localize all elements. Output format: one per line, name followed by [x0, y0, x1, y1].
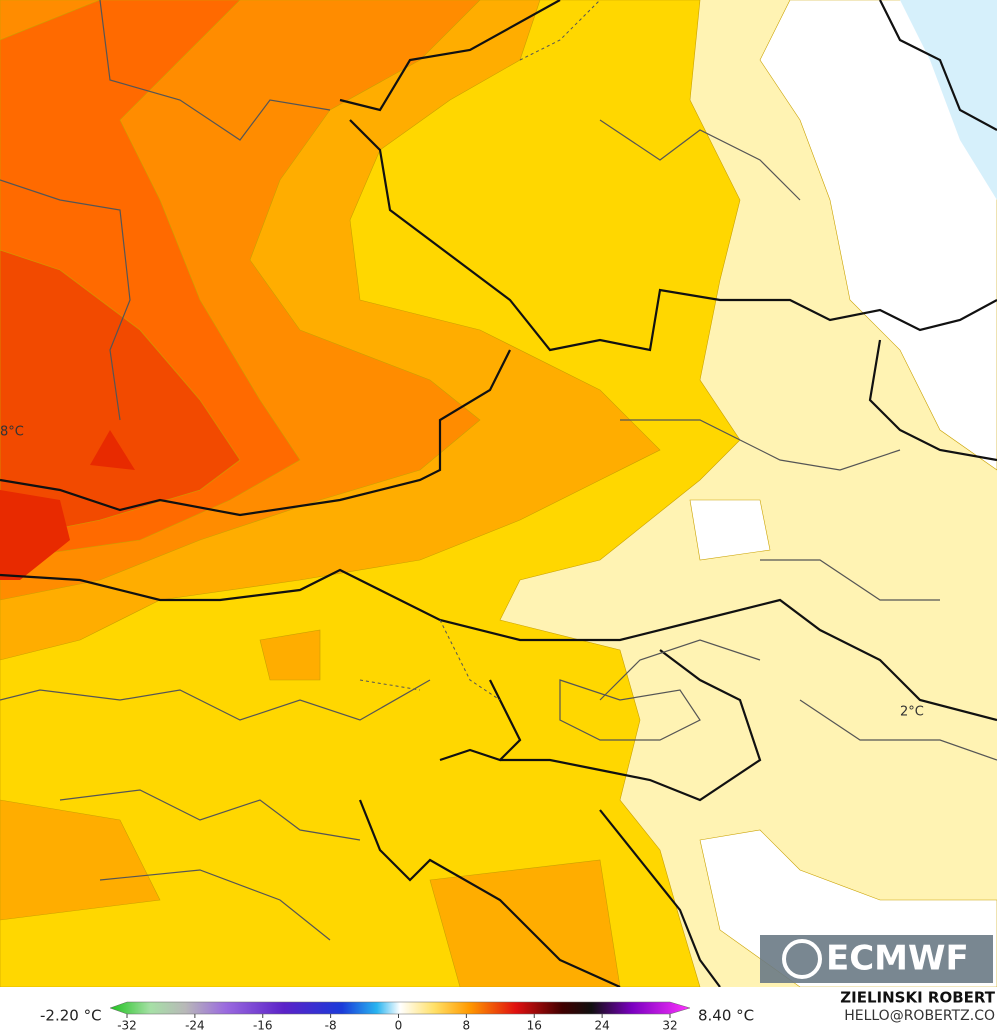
email: HELLO@ROBERTZ.CO — [844, 1008, 995, 1024]
colorbar-tick-label: -32 — [117, 1019, 137, 1033]
logo-text: ECMWF — [826, 939, 969, 979]
min-value: -2.20 °C — [40, 1007, 102, 1025]
temperature-label: 2°C — [900, 705, 924, 720]
author: ZIELINSKI ROBERT — [840, 989, 995, 1007]
colorbar-tick-label: 0 — [395, 1019, 403, 1033]
temperature-field — [0, 0, 997, 988]
colorbar — [109, 1001, 691, 1015]
max-value: 8.40 °C — [698, 1007, 754, 1025]
colorbar-tick-label: 24 — [594, 1019, 609, 1033]
boundaries — [0, 0, 997, 989]
colorbar-tick-label: -16 — [253, 1019, 273, 1033]
colorbar-tick-label: -24 — [185, 1019, 205, 1033]
temperature-label: 8°C — [0, 425, 24, 440]
logo: ECMWF — [760, 935, 993, 983]
colorbar-tick-label: 8 — [463, 1019, 471, 1033]
colorbar-tick-label: 32 — [662, 1019, 677, 1033]
colorbar-tick-label: 16 — [527, 1019, 542, 1033]
colorbar-tick-label: -8 — [325, 1019, 337, 1033]
